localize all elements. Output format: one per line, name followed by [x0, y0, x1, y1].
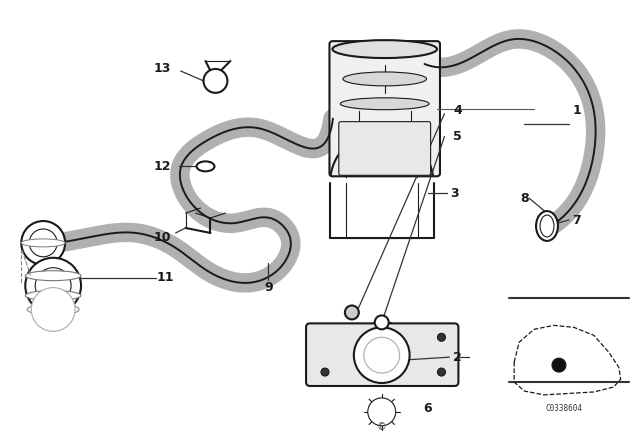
Circle shape	[438, 333, 445, 341]
Circle shape	[345, 306, 359, 319]
Ellipse shape	[332, 40, 437, 58]
Text: 6: 6	[423, 402, 432, 415]
Ellipse shape	[26, 271, 81, 280]
Ellipse shape	[536, 211, 558, 241]
Text: 1: 1	[573, 104, 581, 117]
Text: 11: 11	[157, 271, 175, 284]
Circle shape	[29, 229, 57, 257]
Text: 5: 5	[453, 130, 462, 143]
Ellipse shape	[340, 98, 429, 110]
Circle shape	[552, 358, 566, 372]
FancyBboxPatch shape	[306, 323, 458, 386]
Circle shape	[21, 221, 65, 265]
Circle shape	[354, 327, 410, 383]
Circle shape	[368, 398, 396, 426]
Text: 12: 12	[154, 160, 172, 173]
Text: 4: 4	[453, 104, 462, 117]
Text: C0338604: C0338604	[545, 405, 582, 414]
Text: 10: 10	[154, 232, 172, 245]
Circle shape	[35, 268, 71, 303]
Text: 2: 2	[453, 351, 462, 364]
Circle shape	[438, 368, 445, 376]
Circle shape	[321, 368, 329, 376]
FancyBboxPatch shape	[339, 122, 431, 175]
Text: 3: 3	[450, 187, 459, 200]
Ellipse shape	[540, 215, 554, 237]
Text: 13: 13	[154, 62, 172, 75]
Text: 8: 8	[520, 192, 529, 205]
Circle shape	[204, 69, 227, 93]
Ellipse shape	[28, 303, 79, 315]
Text: 9: 9	[264, 281, 273, 294]
Ellipse shape	[196, 161, 214, 171]
Circle shape	[26, 258, 81, 314]
Circle shape	[364, 337, 399, 373]
Circle shape	[31, 288, 75, 332]
Ellipse shape	[21, 239, 65, 247]
Text: 7: 7	[573, 214, 581, 227]
Ellipse shape	[26, 291, 81, 301]
Ellipse shape	[343, 72, 426, 86]
FancyBboxPatch shape	[330, 41, 440, 177]
Circle shape	[375, 315, 388, 329]
Text: ©: ©	[377, 422, 387, 432]
